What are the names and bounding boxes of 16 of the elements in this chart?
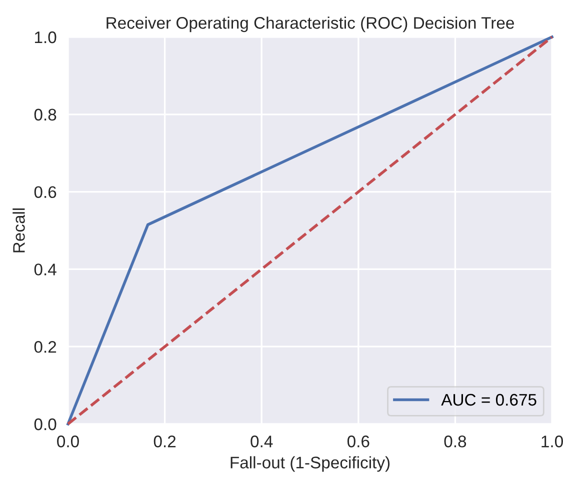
y-tick-label: 0.8 <box>34 108 56 121</box>
x-tick-label: 0.2 <box>154 436 176 448</box>
y-tick-label: 0.6 <box>34 186 56 198</box>
chart-title: Receiver Operating Characteristic (ROC) Decision Tree <box>106 16 514 32</box>
x-tick-label: 0.6 <box>347 436 370 448</box>
x-tick-label: 0.8 <box>444 436 466 448</box>
legend-label: AUC = 0.675 <box>441 394 536 406</box>
x-tick-label: 0.4 <box>250 436 273 448</box>
y-tick-label: 1.0 <box>34 31 56 44</box>
y-tick-label: 0.2 <box>34 341 56 353</box>
y-tick-label: 0.4 <box>34 264 56 276</box>
y-axis-title: Recall <box>12 208 25 252</box>
y-tick-label: 0.0 <box>34 418 56 430</box>
x-tick-label: 0.0 <box>57 436 79 448</box>
x-axis-title: Fall-out (1-Specificity) <box>230 456 390 472</box>
x-tick-label: 1.0 <box>542 436 563 448</box>
